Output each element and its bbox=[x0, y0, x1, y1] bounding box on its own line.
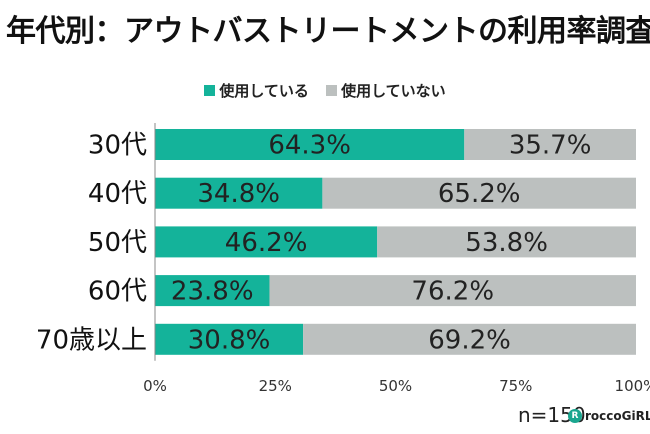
bar-not-used bbox=[303, 323, 636, 355]
category-label: 60代 bbox=[88, 277, 147, 307]
bar-used bbox=[155, 177, 323, 209]
x-tick-label: 100% bbox=[615, 377, 650, 395]
category-label: 40代 bbox=[88, 179, 147, 209]
data-label: 35.7% bbox=[509, 131, 592, 161]
data-label: 30.8% bbox=[188, 325, 271, 355]
data-label: 65.2% bbox=[438, 179, 521, 209]
bar-used bbox=[155, 129, 465, 160]
x-tick-label: 50% bbox=[379, 377, 412, 395]
legend-item-used: 使用している bbox=[204, 80, 309, 101]
brand-icon: R bbox=[568, 409, 582, 423]
data-label: 69.2% bbox=[428, 325, 511, 355]
legend-swatch-not-used bbox=[326, 85, 338, 96]
legend-label-not-used: 使用していない bbox=[341, 82, 446, 100]
bar-not-used bbox=[377, 226, 636, 258]
bar-not-used bbox=[464, 129, 636, 160]
category-label: 70歳以上 bbox=[36, 325, 147, 355]
data-label: 64.3% bbox=[268, 131, 351, 161]
stacked-bar-chart: 30代 64.3% 35.7% 40代 34.8% 65.2% 50代 46.2% 53.8% 6… bbox=[36, 123, 650, 395]
data-label: 76.2% bbox=[411, 277, 494, 307]
legend-swatch-used bbox=[204, 85, 216, 96]
data-label: 46.2% bbox=[225, 228, 308, 258]
bar-used bbox=[155, 275, 270, 307]
legend: 使用している 使用していない bbox=[0, 80, 650, 101]
category-label: 50代 bbox=[88, 228, 147, 258]
x-tick-label: 0% bbox=[143, 377, 167, 395]
bar-used bbox=[155, 226, 378, 258]
legend-item-not-used: 使用していない bbox=[326, 80, 446, 101]
data-label: 53.8% bbox=[465, 228, 548, 258]
x-tick-label: 25% bbox=[259, 377, 292, 395]
bar-used bbox=[155, 323, 304, 355]
data-label: 34.8% bbox=[197, 179, 280, 209]
category-label: 30代 bbox=[88, 131, 147, 161]
x-tick-label: 75% bbox=[499, 377, 532, 395]
brand-logo: R roccoGiRL bbox=[568, 409, 650, 423]
legend-label-used: 使用している bbox=[219, 82, 309, 100]
data-label: 23.8% bbox=[171, 277, 254, 307]
brand-name: roccoGiRL bbox=[585, 409, 650, 423]
bar-not-used bbox=[322, 177, 636, 209]
chart-title: 年代別：アウトバストリートメントの利用率調査 bbox=[6, 14, 650, 49]
bar-not-used bbox=[269, 275, 636, 307]
